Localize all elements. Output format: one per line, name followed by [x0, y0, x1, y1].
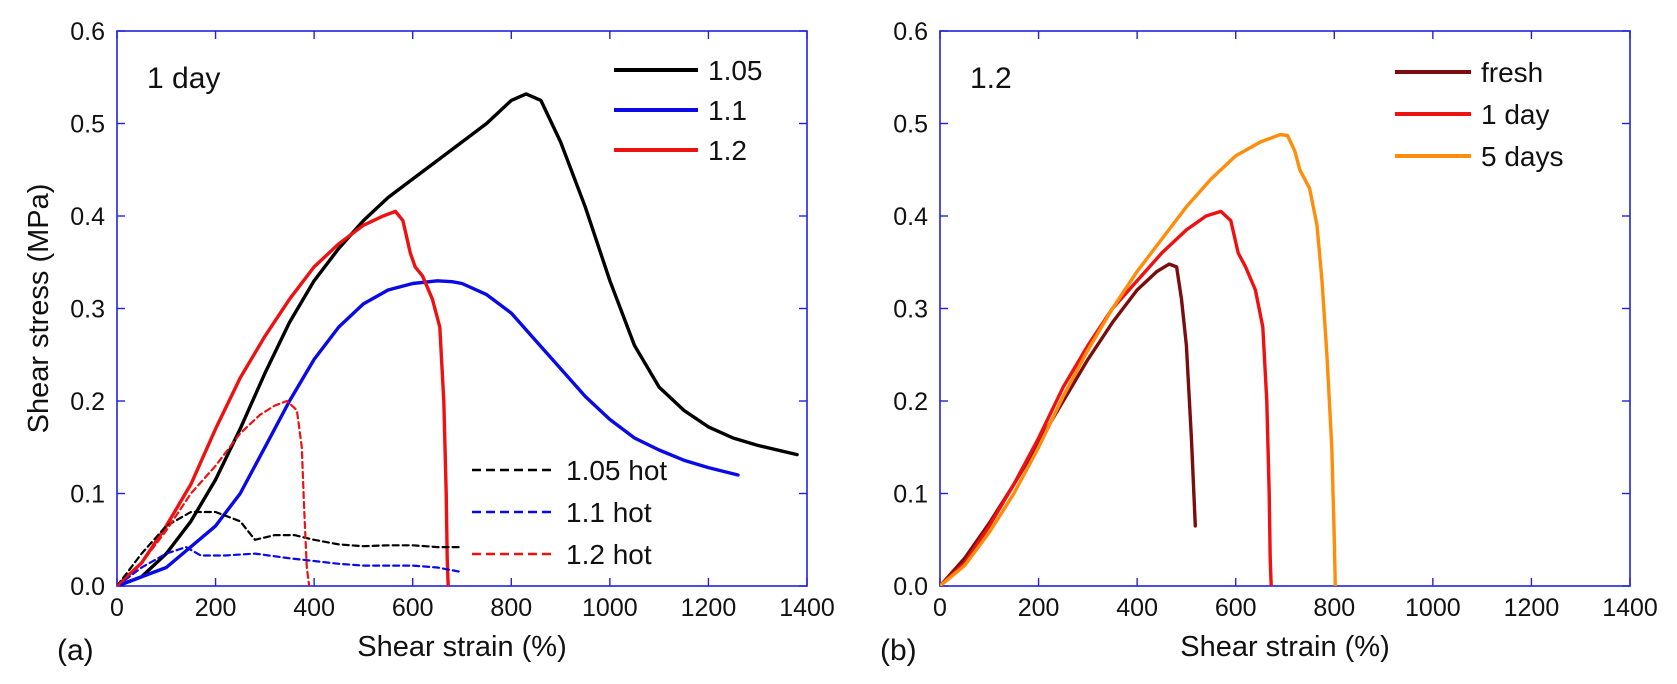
- series-line-1-day: [940, 209, 1273, 586]
- x-axis-title: Shear strain (%): [1180, 631, 1390, 663]
- panel-annotation: 1 day: [147, 62, 220, 95]
- legend-label: 1.05: [708, 55, 763, 86]
- panel-b-shear-stress-aging: 0 200 400 600 800 1000 1200 1400 0.0 0.1 0.2 0.3 0.4…: [880, 18, 1658, 667]
- y-tick-label: 0.3: [893, 296, 928, 324]
- x-tick-label: 400: [1116, 594, 1158, 622]
- x-tick-label: 1400: [1602, 594, 1658, 622]
- panel-a-shear-stress-1-day: 0 200 400 600 800 1000 1200 1400 0.0 0.1 0.2 0.3 0.4…: [23, 18, 835, 667]
- x-tick-label: 800: [1313, 594, 1355, 622]
- series-line-1-2-hot: [117, 399, 311, 586]
- legend-bottom-right: 1.05 hot 1.1 hot 1.2 hot: [472, 455, 667, 570]
- x-tick-label: 600: [392, 594, 434, 622]
- y-axis-title: Shear stress (MPa): [23, 184, 55, 434]
- x-tick-label: 1200: [1504, 594, 1560, 622]
- x-axis-title: Shear strain (%): [357, 631, 567, 663]
- x-tick-label: 0: [110, 594, 124, 622]
- series-line-1-1-hot: [117, 545, 464, 586]
- legend-label: 1.05 hot: [566, 455, 667, 486]
- x-tick-label: 0: [933, 594, 947, 622]
- y-tick-label: 0.3: [70, 296, 105, 324]
- legend-label: 1.2: [708, 135, 747, 166]
- y-tick-label: 0.4: [893, 203, 928, 231]
- y-tick-label: 0.1: [70, 481, 105, 509]
- y-tick-label: 0.6: [70, 18, 105, 46]
- series-line-1-05-hot: [117, 510, 464, 586]
- legend-label: fresh: [1481, 57, 1543, 88]
- y-tick-label: 0.2: [893, 388, 928, 416]
- series-line-1-1: [117, 279, 740, 586]
- panel-annotation: 1.2: [970, 62, 1012, 95]
- legend-label: 1.1: [708, 95, 747, 126]
- series-group: [117, 92, 799, 586]
- legend-top-right: fresh 1 day 5 days: [1395, 57, 1564, 172]
- x-tick-label: 600: [1215, 594, 1257, 622]
- series-group: [940, 132, 1338, 586]
- panel-label: (a): [57, 634, 94, 667]
- series-line-1-2: [117, 209, 450, 586]
- y-tick-label: 0.6: [893, 18, 928, 46]
- legend-top-right: 1.05 1.1 1.2: [614, 55, 763, 166]
- panel-label: (b): [880, 634, 917, 667]
- x-tick-label: 200: [1018, 594, 1060, 622]
- y-tick-label: 0.2: [70, 388, 105, 416]
- y-tick-label: 0.0: [893, 573, 928, 601]
- x-tick-label: 1000: [582, 594, 638, 622]
- legend-label: 1.1 hot: [566, 497, 652, 528]
- y-tick-label: 0.1: [893, 481, 928, 509]
- y-tick-label: 0.5: [893, 111, 928, 139]
- x-tick-label: 1400: [779, 594, 835, 622]
- y-tick-label: 0.5: [70, 111, 105, 139]
- y-tick-label: 0.0: [70, 573, 105, 601]
- y-tick-label: 0.4: [70, 203, 105, 231]
- legend-label: 5 days: [1481, 141, 1564, 172]
- legend-label: 1 day: [1481, 99, 1550, 130]
- series-line-5-days: [940, 132, 1338, 586]
- x-tick-label: 200: [195, 594, 237, 622]
- x-tick-label: 400: [293, 594, 335, 622]
- x-tick-label: 800: [490, 594, 532, 622]
- legend-label: 1.2 hot: [566, 539, 652, 570]
- x-tick-label: 1000: [1405, 594, 1461, 622]
- x-tick-label: 1200: [681, 594, 737, 622]
